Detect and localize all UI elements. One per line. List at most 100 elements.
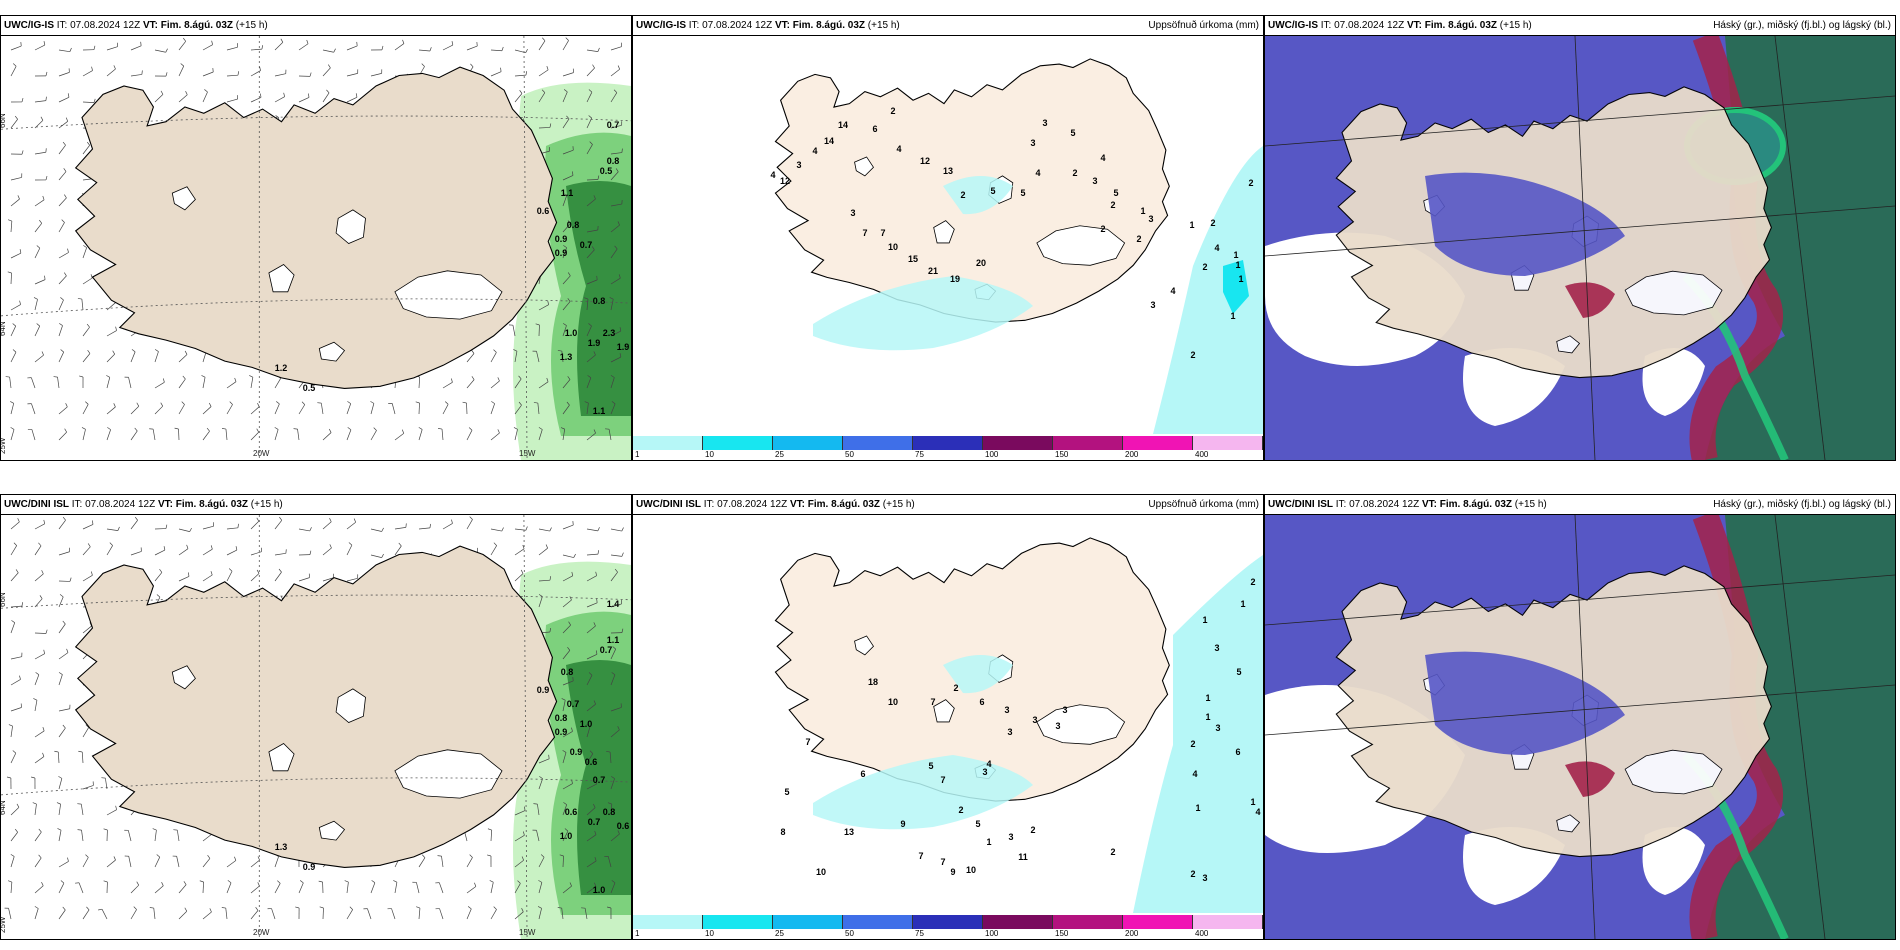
precip-value-label: 5	[1236, 667, 1241, 677]
wind-barb-flag	[184, 907, 188, 912]
wind-barb	[57, 377, 60, 389]
wind-barb-flag	[549, 527, 552, 532]
wind-barb	[322, 521, 332, 530]
wind-barb	[538, 429, 543, 441]
wind-barb-flag	[444, 401, 449, 405]
wind-barb-flag	[7, 880, 12, 883]
wind-barb	[106, 429, 111, 441]
panel-cloud-top: UWC/IG-IS IT: 07.08.2024 12Z VT: Fim. 8.…	[1264, 15, 1896, 461]
wind-barb	[466, 45, 478, 51]
wind-value-label: 0.5	[303, 383, 316, 393]
colorbar-swatch	[1193, 436, 1263, 450]
wind-barb-flag	[519, 90, 523, 94]
wind-barb	[154, 830, 157, 842]
wind-barb	[82, 575, 93, 582]
wind-barb-flag	[91, 66, 93, 71]
wind-barb	[514, 911, 524, 920]
wind-barb	[586, 575, 597, 582]
wind-barb-flag	[93, 98, 96, 103]
precip-value-label: 14	[824, 136, 834, 146]
wind-barb	[58, 72, 70, 77]
wind-barb	[586, 198, 596, 207]
precip-value-label: 1	[1250, 797, 1255, 807]
wind-barb	[58, 623, 66, 634]
wind-barb	[562, 700, 566, 712]
wind-barb-flag	[161, 882, 164, 886]
wind-barb	[394, 527, 406, 530]
wind-barb	[562, 195, 568, 207]
wind-barb	[514, 93, 523, 103]
wind-barb-flag	[90, 571, 93, 576]
wind-barb	[226, 404, 233, 415]
wind-barb-flag	[98, 908, 103, 911]
wind-barb	[106, 68, 116, 77]
wind-barb-flag	[229, 401, 233, 405]
wind-value-label: 1.9	[588, 338, 601, 348]
cloud-map[interactable]	[1265, 36, 1895, 460]
wind-barb	[10, 832, 18, 842]
lead-time: (+15 h)	[867, 20, 900, 31]
colorbar-swatch	[1123, 436, 1193, 450]
wind-barb-flag	[309, 550, 312, 555]
wind-barb	[202, 858, 211, 868]
glacier	[1624, 270, 1723, 316]
wind-barb	[82, 70, 93, 77]
wind-barb	[58, 708, 70, 712]
wind-barb	[367, 908, 372, 920]
wind-barb-flag	[14, 828, 18, 833]
wind-barb	[10, 198, 20, 207]
wind-barb	[490, 830, 493, 842]
precip-map[interactable]: 2 1 1 3 5 1 1 3 6 2 4 1 1 4 2 3 2 3 2 3 3 4 5 6 7 7 5 8 9 7 7 5 1 3 2 11 10 9…	[633, 515, 1263, 939]
wind-barb-flag	[595, 571, 597, 576]
wind-barb	[34, 573, 44, 582]
wind-barb-flag	[611, 401, 616, 405]
wind-barb-flag	[595, 650, 598, 655]
wind-barb	[106, 302, 116, 311]
lead-time: (+15 h)	[1514, 499, 1547, 510]
panel-header: UWC/DINI ISL IT: 07.08.2024 12Z VT: Fim.…	[1, 495, 631, 515]
cloud-map[interactable]	[1265, 515, 1895, 939]
wind-barb-flag	[115, 326, 117, 331]
wind-barb-flag	[45, 175, 48, 181]
wind-barb-flag	[19, 675, 21, 680]
precip-map[interactable]: 2 2 1 1 1 1 1 2 2 4 4 3 2 2 2 1 3 5 3 2 4 5 3 3 4 5 5 2 13 12 4 2 6 14 14 4…	[633, 36, 1263, 460]
wind-barb	[418, 376, 421, 389]
wind-barb	[490, 909, 497, 920]
wind-barb-flag	[43, 649, 45, 654]
wind-map[interactable]: 66N 64N 25W 20W 15W 1.4 1.1 0.7 0.9 0.8 0.7 0.8 1.0 0…	[1, 515, 631, 939]
wind-barb	[490, 71, 502, 77]
wind-barb-flag	[493, 906, 497, 910]
precip-value-label: 1	[1140, 206, 1145, 216]
precip-value-label: 1	[1205, 693, 1210, 703]
colorbar-swatch	[703, 915, 773, 929]
precip-value-label: 4	[1170, 286, 1175, 296]
wind-barb	[34, 354, 44, 363]
wind-barb-flag	[162, 378, 165, 383]
precip-value-label: 3	[982, 767, 987, 777]
precip-value-label: 1	[1235, 260, 1240, 270]
wind-barb-flag	[540, 854, 545, 858]
wind-barb	[226, 98, 238, 103]
wind-barb	[562, 855, 564, 868]
wind-barb	[250, 377, 254, 389]
wind-barb-flag	[429, 47, 432, 52]
wind-barb	[10, 726, 13, 738]
wind-barb-flag	[63, 272, 67, 277]
wind-barb-flag	[165, 48, 168, 53]
wind-barb	[81, 752, 84, 764]
wind-barb	[538, 92, 546, 103]
wind-barb-flag	[185, 91, 188, 95]
wind-barb	[57, 752, 60, 764]
wind-barb	[58, 171, 67, 181]
wind-barb	[202, 71, 214, 77]
wind-barb	[10, 707, 22, 712]
wind-barb	[562, 223, 571, 233]
wind-barb	[226, 527, 238, 530]
wind-map[interactable]: 66N 64N 25W 20W 15W 0.7 0.8 0.5 0.6 1.1 0.8 0.9 0.7 0…	[1, 36, 631, 460]
wind-barb	[34, 523, 45, 530]
wind-barb-flag	[451, 519, 453, 524]
glacier	[268, 264, 295, 293]
wind-barb-flag	[438, 428, 443, 430]
wind-barb	[34, 857, 42, 868]
wind-barb	[82, 247, 87, 259]
